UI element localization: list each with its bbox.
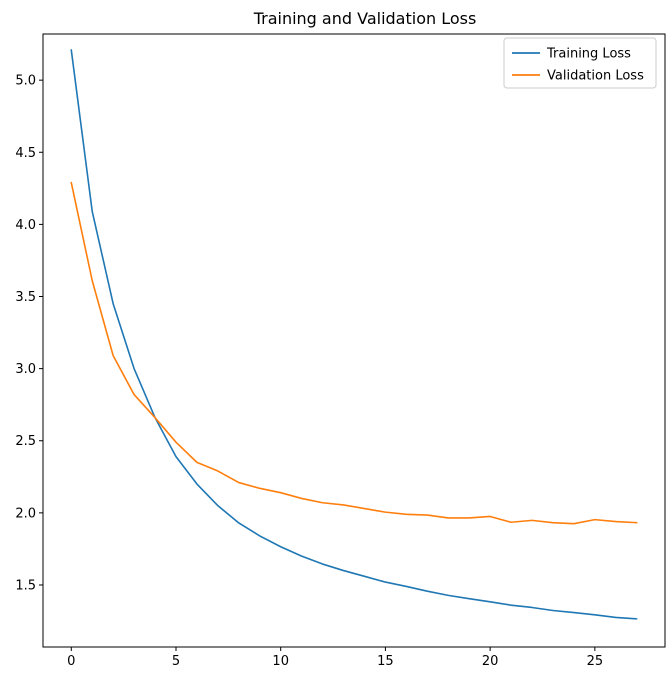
x-tick-label: 20: [482, 654, 499, 669]
x-axis: 0 5 10 15 20 25: [67, 647, 603, 669]
series-lines: [70, 49, 638, 620]
x-tick-label: 10: [272, 654, 289, 669]
x-tick-label: 15: [377, 654, 394, 669]
legend-label: Training Loss: [546, 47, 631, 62]
chart-title: Training and Validation Loss: [253, 9, 477, 28]
plot-frame: [42, 33, 666, 648]
series-line-training-loss: [70, 49, 638, 620]
y-tick-label: 2.5: [15, 434, 36, 449]
series-line-validation-loss: [70, 181, 638, 525]
x-tick-label: 5: [172, 654, 180, 669]
legend-label: Validation Loss: [547, 69, 644, 84]
y-axis: 1.5 2.0 2.5 3.0 3.5 4.0 4.5 5.0: [15, 74, 43, 593]
x-tick-label: 0: [67, 654, 75, 669]
y-tick-label: 4.5: [15, 146, 36, 161]
legend-box: [503, 37, 657, 89]
y-tick-label: 5.0: [15, 74, 36, 89]
x-tick-label: 25: [587, 654, 604, 669]
y-tick-label: 1.5: [15, 578, 36, 593]
y-tick-label: 4.0: [15, 218, 36, 233]
y-tick-label: 3.0: [15, 362, 36, 377]
y-tick-label: 3.5: [15, 290, 36, 305]
legend: Training Loss Validation Loss: [503, 37, 657, 89]
y-tick-label: 2.0: [15, 506, 36, 521]
